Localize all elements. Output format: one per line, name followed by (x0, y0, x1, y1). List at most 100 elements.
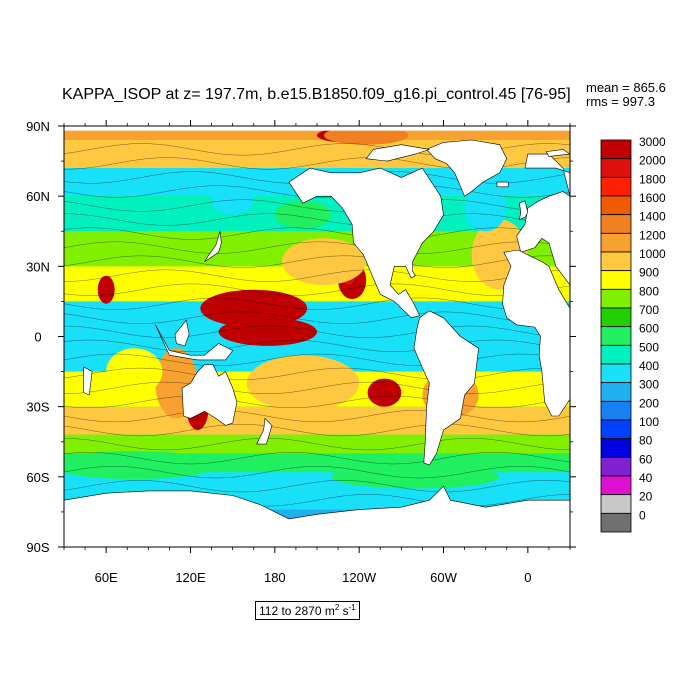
colorbar-box (600, 251, 632, 272)
colorbar-label: 1600 (639, 191, 666, 205)
x-tick-label: 180 (264, 570, 286, 585)
colorbar-label: 100 (639, 415, 659, 429)
colorbar-label: 600 (639, 322, 659, 336)
contour-line (64, 255, 570, 268)
land-antarctica (64, 485, 570, 547)
colorbar-label: 40 (639, 471, 653, 485)
ocean-feature (64, 451, 219, 480)
colorbar-box (600, 326, 632, 346)
colorbar-label: 400 (639, 359, 659, 373)
contour-line (64, 353, 570, 366)
land-new-zealand (256, 417, 273, 445)
colorbar-box (600, 456, 632, 477)
colorbar-label: 1000 (639, 247, 666, 261)
contour-line (64, 367, 570, 381)
colorbar-box (600, 307, 632, 328)
colorbar-label: 80 (639, 434, 653, 448)
contour-line (64, 283, 570, 296)
colorbar-label: 2000 (639, 154, 666, 168)
land-eurasia (516, 153, 570, 287)
contour-line (64, 452, 570, 465)
colorbar-label: 1800 (639, 172, 666, 186)
contour-line (64, 381, 570, 395)
land-australia (181, 364, 238, 426)
rms-value: rms = 997.3 (586, 94, 656, 109)
x-tick-label: 60W (430, 570, 457, 585)
colorbar-box (600, 232, 632, 253)
colorbar-label: 200 (639, 396, 659, 410)
colorbar-box (600, 214, 632, 234)
land-south-america (413, 310, 479, 466)
x-tick-label: 60E (95, 570, 118, 585)
colorbar-label: 20 (639, 490, 653, 504)
ocean-band (64, 406, 570, 435)
land-greenland (426, 139, 508, 197)
colorbar-box (600, 270, 632, 290)
ocean-feature (246, 355, 360, 412)
land-north-america (288, 167, 444, 319)
contour-line (64, 409, 570, 423)
colorbar-box (600, 475, 632, 496)
y-tick-label: 0 (34, 330, 41, 345)
contour-line (64, 480, 570, 493)
y-tick-label: 90S (26, 540, 49, 555)
contour-line (64, 241, 570, 254)
ocean-feature (274, 200, 332, 229)
contour-line (64, 437, 570, 451)
contour-line (64, 311, 570, 324)
colorbar-box (600, 363, 632, 384)
colorbar-label: 500 (639, 340, 659, 354)
x-tick-label: 120E (175, 570, 206, 585)
y-tick-label: 30S (26, 400, 49, 415)
land-borneo (174, 319, 190, 347)
colorbar-box (600, 344, 632, 365)
colorbar-label: 60 (639, 452, 653, 466)
land-madagascar (83, 366, 93, 396)
land-indonesia (155, 324, 234, 361)
contour-line (64, 213, 570, 226)
colorbar-box (600, 419, 632, 440)
contour-line (64, 325, 570, 338)
ocean-feature (331, 465, 500, 489)
mean-value: mean = 865.6 (586, 80, 666, 95)
colorbar-box (600, 176, 632, 197)
land-iceland (496, 181, 509, 188)
colorbar: 3000200018001600140012001000900800700600… (600, 135, 666, 533)
land-japan (204, 231, 222, 262)
colorbar-label: 1400 (639, 210, 666, 224)
colorbar-box (600, 400, 632, 421)
contour-line (64, 297, 570, 310)
land-arctic-islands (365, 144, 430, 162)
land-svalbard (545, 149, 570, 157)
ocean-feature (464, 184, 507, 232)
plot-title: KAPPA_ISOP at z= 197.7m, b.e15.B1850.f09… (62, 86, 571, 103)
colorbar-label: 0 (639, 508, 646, 522)
colorbar-box (600, 382, 632, 402)
ocean-feature (218, 317, 317, 346)
y-tick-label: 60S (26, 470, 49, 485)
contour-line (64, 185, 570, 198)
y-tick-label: 30N (26, 259, 50, 274)
contour-line (64, 339, 570, 352)
y-tick-label: 60N (26, 189, 50, 204)
contour-line (64, 466, 570, 479)
colorbar-label: 700 (639, 303, 659, 317)
contour-line (64, 227, 570, 240)
colorbar-label: 1200 (639, 228, 666, 242)
contour-line (64, 423, 570, 437)
data-range-label: 112 to 2870 m2 s-1 (255, 601, 360, 620)
x-tick-label: 120W (342, 570, 377, 585)
contour-line (64, 199, 570, 212)
colorbar-label: 300 (639, 378, 659, 392)
y-tick-label: 90N (26, 119, 50, 134)
ocean-feature (200, 289, 308, 328)
ocean-feature (106, 348, 163, 395)
x-tick-label: 0 (524, 570, 531, 585)
colorbar-label: 800 (639, 284, 659, 298)
land-africa (502, 249, 570, 417)
polar-cap (64, 126, 570, 131)
colorbar-box (600, 195, 632, 216)
colorbar-label: 3000 (639, 135, 666, 149)
contour-line (64, 269, 570, 282)
